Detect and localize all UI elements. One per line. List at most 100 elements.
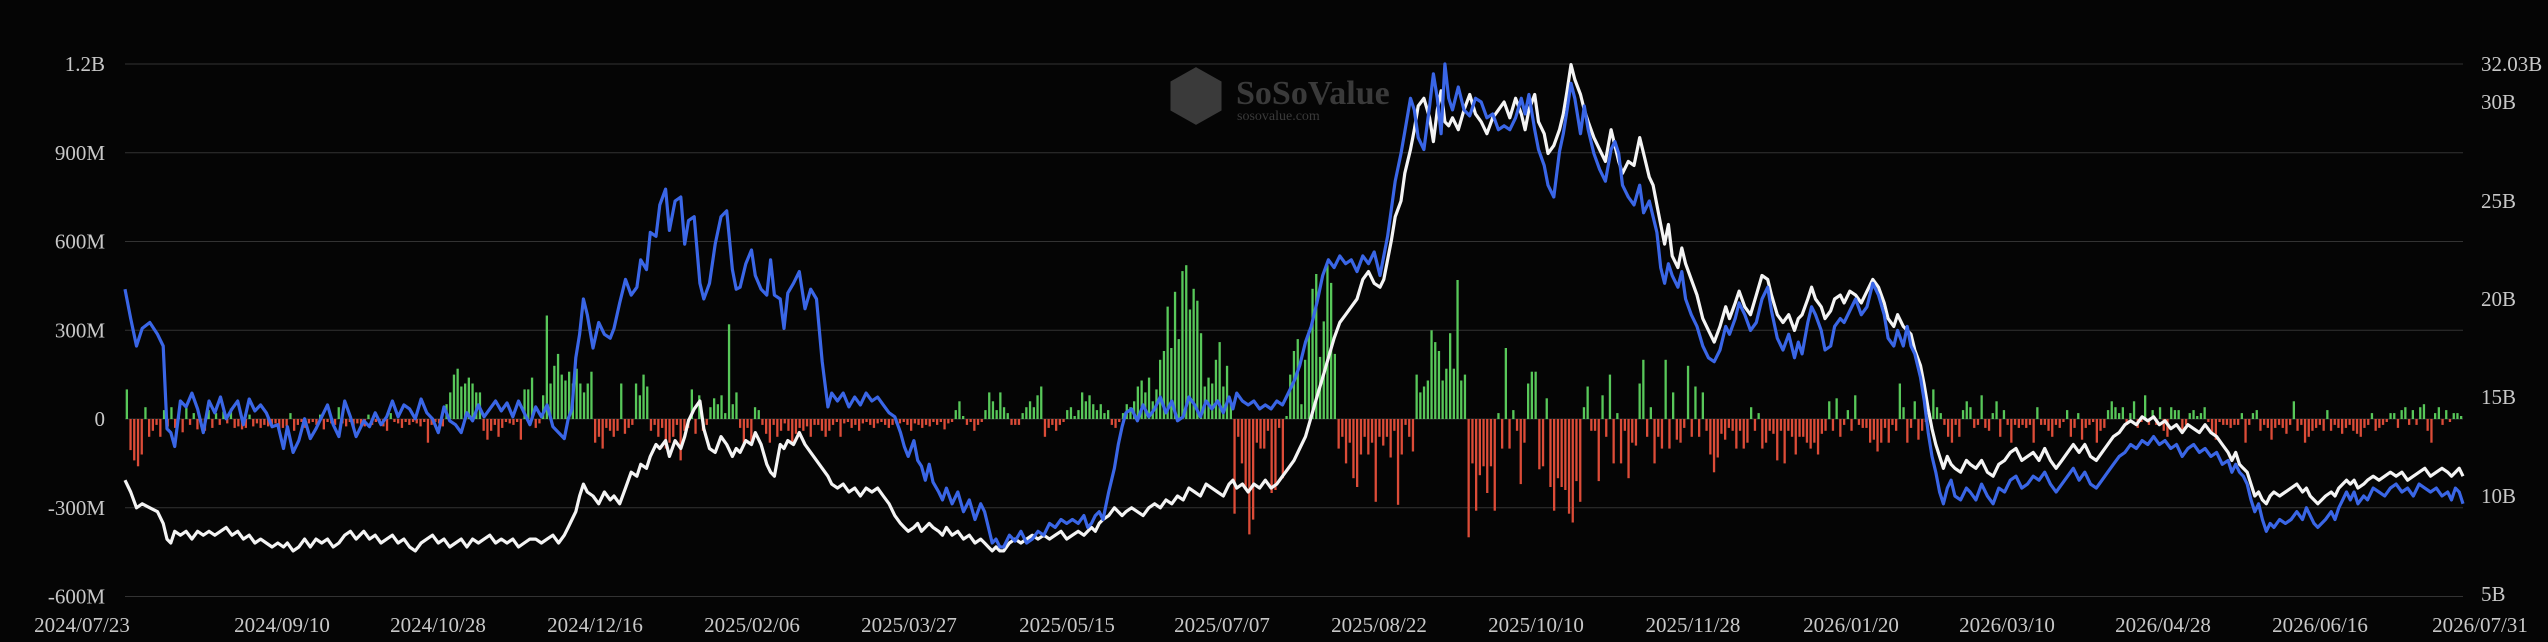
- flow-bar: [560, 374, 563, 419]
- flow-bar: [2367, 419, 2370, 425]
- flow-bar: [1857, 419, 1861, 425]
- flow-bar: [1720, 419, 1723, 434]
- flow-bar: [162, 410, 166, 419]
- flow-bar: [1560, 419, 1563, 487]
- flow-bar: [244, 419, 247, 428]
- flow-bar: [140, 419, 143, 455]
- flow-bar: [794, 419, 798, 434]
- flow-bar: [1159, 359, 1162, 419]
- flow-bar: [1653, 419, 1656, 464]
- flow-bar: [683, 419, 686, 431]
- sosovalue-logo-icon: [1170, 67, 1222, 125]
- flow-bar: [1025, 407, 1028, 419]
- flow-bar: [1831, 419, 1835, 431]
- flow-bar: [2441, 419, 2444, 425]
- flow-bar: [1742, 419, 1745, 449]
- flow-bar: [1385, 419, 1389, 437]
- flow-bar: [1036, 395, 1039, 419]
- flow-bar: [2251, 413, 2255, 419]
- flow-bar: [1843, 419, 1846, 425]
- flow-bar: [1118, 419, 1121, 422]
- flow-bar: [549, 383, 552, 419]
- flow-bar: [943, 419, 946, 430]
- flow-bar: [1705, 419, 1708, 431]
- flow-bar: [2207, 419, 2210, 422]
- flow-bar: [534, 419, 537, 428]
- flow-bar: [527, 389, 530, 419]
- flow-bar: [1913, 401, 1916, 420]
- flow-bar: [984, 410, 987, 419]
- flow-bar: [1627, 419, 1630, 479]
- flow-bar: [2080, 419, 2084, 440]
- flow-bar: [1616, 413, 1619, 419]
- flow-bar: [214, 413, 218, 419]
- flow-bar: [590, 371, 593, 419]
- flow-bar: [1813, 419, 1816, 443]
- flow-bar: [1753, 419, 1757, 431]
- flow-bar: [2173, 410, 2177, 419]
- right-tick-label: 32.03B: [2481, 52, 2542, 76]
- flow-bar: [858, 419, 861, 431]
- flow-bar: [1935, 407, 1939, 419]
- flow-bar: [125, 389, 128, 419]
- flow-bar: [575, 368, 578, 419]
- flow-bar: [962, 416, 965, 419]
- flow-bar: [504, 419, 508, 422]
- flow-bar: [1374, 419, 1377, 502]
- flow-bar: [910, 419, 913, 431]
- flow-bar: [2114, 407, 2117, 419]
- flow-bar: [1735, 419, 1738, 449]
- flow-bar: [1672, 392, 1675, 419]
- flow-bar: [965, 419, 969, 425]
- flow-bar: [1162, 351, 1166, 419]
- x-tick-label: 2025/03/27: [861, 613, 957, 637]
- flow-bar: [594, 419, 597, 443]
- flow-bar: [2411, 410, 2414, 419]
- flow-bar: [1816, 419, 1820, 455]
- flow-bar: [1634, 419, 1638, 446]
- flow-bar: [1233, 419, 1236, 514]
- flow-bar: [1772, 419, 1775, 434]
- flow-bar: [716, 404, 719, 419]
- flow-bar: [608, 419, 612, 431]
- flow-bar: [538, 419, 541, 424]
- flow-bar: [705, 419, 708, 425]
- flow-bar: [1567, 419, 1571, 514]
- flow-bar: [2106, 410, 2110, 419]
- flow-bar: [2337, 419, 2340, 428]
- flow-bar: [1995, 401, 1998, 420]
- flow-bar: [1463, 374, 1467, 419]
- flow-bar: [739, 419, 742, 428]
- flow-bar: [333, 419, 337, 425]
- flow-bar: [1839, 419, 1842, 437]
- flow-bar: [1400, 419, 1403, 455]
- flow-bar: [1646, 419, 1649, 437]
- flow-bar: [1660, 419, 1664, 449]
- flow-bar: [1032, 407, 1035, 419]
- flow-bar: [586, 383, 589, 419]
- flow-bar: [1835, 398, 1838, 419]
- flow-bar: [452, 374, 456, 419]
- flow-bar: [1352, 419, 1355, 479]
- x-tick-label: 2024/09/10: [234, 613, 330, 637]
- flow-bar: [1445, 368, 1448, 419]
- flow-bar: [1768, 419, 1771, 431]
- flow-bar: [148, 419, 151, 437]
- flow-bar: [750, 419, 753, 443]
- flow-bar: [928, 419, 931, 427]
- x-tick-label: 2024/07/23: [34, 613, 130, 637]
- flow-bar: [1534, 371, 1537, 419]
- flow-bar: [1608, 374, 1612, 419]
- flow-bar: [1021, 413, 1024, 419]
- flow-bar: [2322, 419, 2325, 431]
- flow-bar: [385, 419, 389, 431]
- flow-bar: [2047, 419, 2050, 431]
- flow-bar: [1095, 410, 1099, 419]
- flow-bar: [326, 419, 329, 422]
- flow-bar: [988, 392, 991, 419]
- flow-bar: [2054, 419, 2058, 425]
- flow-bar: [1170, 348, 1173, 419]
- flow-bar: [564, 380, 567, 419]
- flow-bar: [735, 392, 738, 419]
- flow-bar: [170, 407, 173, 419]
